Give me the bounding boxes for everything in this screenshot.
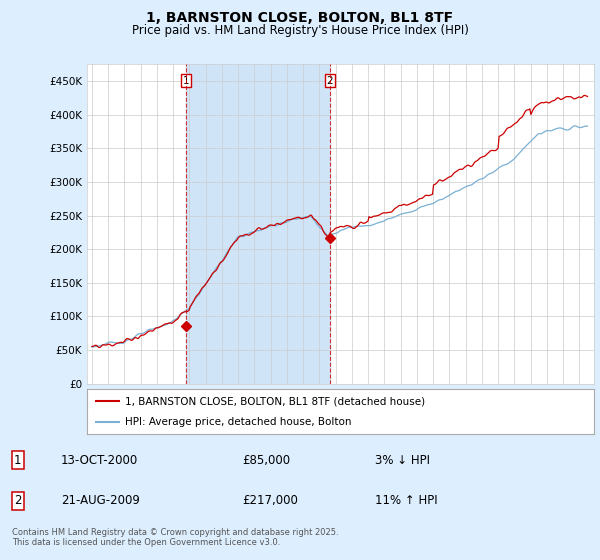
Text: 1: 1 (182, 76, 189, 86)
Text: 21-AUG-2009: 21-AUG-2009 (61, 494, 140, 507)
Text: HPI: Average price, detached house, Bolton: HPI: Average price, detached house, Bolt… (125, 417, 352, 427)
Bar (186, 64, 330, 384)
Text: 2: 2 (326, 76, 333, 86)
Text: 2: 2 (14, 494, 22, 507)
Text: 13-OCT-2000: 13-OCT-2000 (61, 454, 138, 467)
Text: 11% ↑ HPI: 11% ↑ HPI (375, 494, 437, 507)
Text: £85,000: £85,000 (242, 454, 290, 467)
Text: Price paid vs. HM Land Registry's House Price Index (HPI): Price paid vs. HM Land Registry's House … (131, 24, 469, 36)
Text: 3% ↓ HPI: 3% ↓ HPI (375, 454, 430, 467)
Text: Contains HM Land Registry data © Crown copyright and database right 2025.
This d: Contains HM Land Registry data © Crown c… (12, 528, 338, 547)
Text: 1, BARNSTON CLOSE, BOLTON, BL1 8TF (detached house): 1, BARNSTON CLOSE, BOLTON, BL1 8TF (deta… (125, 396, 425, 407)
Text: 1: 1 (14, 454, 22, 467)
Text: £217,000: £217,000 (242, 494, 298, 507)
Text: 1, BARNSTON CLOSE, BOLTON, BL1 8TF: 1, BARNSTON CLOSE, BOLTON, BL1 8TF (146, 11, 454, 25)
